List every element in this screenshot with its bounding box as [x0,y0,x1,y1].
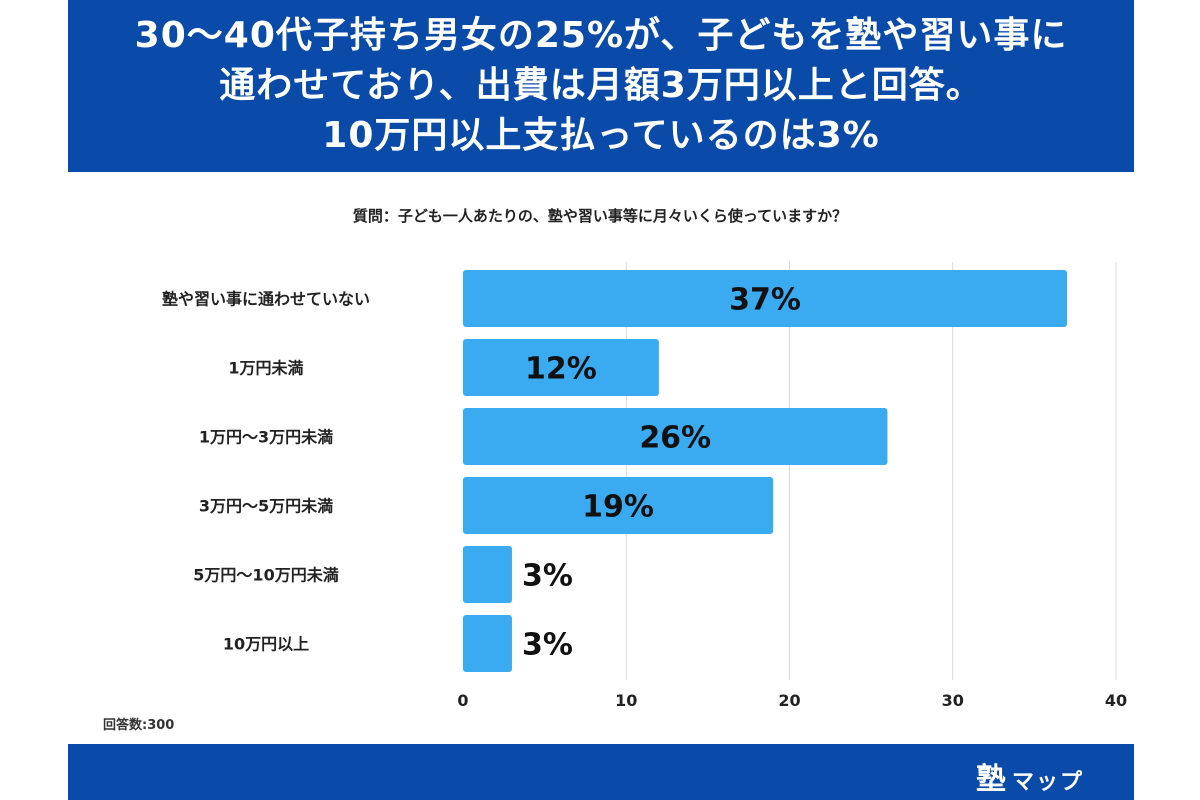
title-line-3: 10万円以上支払っているのは3% [322,115,880,156]
data-label: 26% [639,421,711,456]
bar [463,408,888,465]
bar [463,477,774,534]
brand-kana: マップ [1011,770,1084,795]
response-count: 回答数:300 [103,718,175,733]
footer-banner: 塾 マップ [68,744,1134,800]
survey-question: 質問：子ども一人あたりの、塾や習い事等に月々いくら使っていますか？ [352,207,848,225]
brand-kanji: 塾 [975,762,1006,797]
bar [463,546,512,603]
data-label: 3% [522,628,573,663]
category-label: 1万円〜3万円未満 [199,428,333,447]
x-tick-label: 20 [778,691,800,710]
data-label: 3% [522,559,573,594]
category-label: 1万円未満 [228,359,303,378]
category-label: 3万円〜5万円未満 [199,497,333,516]
category-label: 塾や習い事に通わせていない [162,290,370,309]
data-label: 19% [582,490,654,525]
x-tick-label: 40 [1105,691,1127,710]
brand-logo: 塾 マップ [976,754,1084,798]
x-tick-label: 30 [942,691,964,710]
bar [463,615,512,672]
title-line-1: 30〜40代子持ち男女の25%が、子どもを塾や習い事に [134,15,1068,56]
x-tick-label: 0 [457,691,468,710]
bar [463,270,1068,327]
data-label: 12% [525,352,597,387]
category-label: 5万円〜10万円未満 [193,566,338,585]
title-line-2: 通わせており、出費は月額3万円以上と回答。 [219,65,983,106]
category-label: 10万円以上 [223,635,309,654]
x-tick-label: 10 [615,691,637,710]
data-label: 37% [729,283,801,318]
bar [463,339,659,396]
title-banner: 30〜40代子持ち男女の25%が、子どもを塾や習い事に 通わせており、出費は月額… [68,0,1134,172]
